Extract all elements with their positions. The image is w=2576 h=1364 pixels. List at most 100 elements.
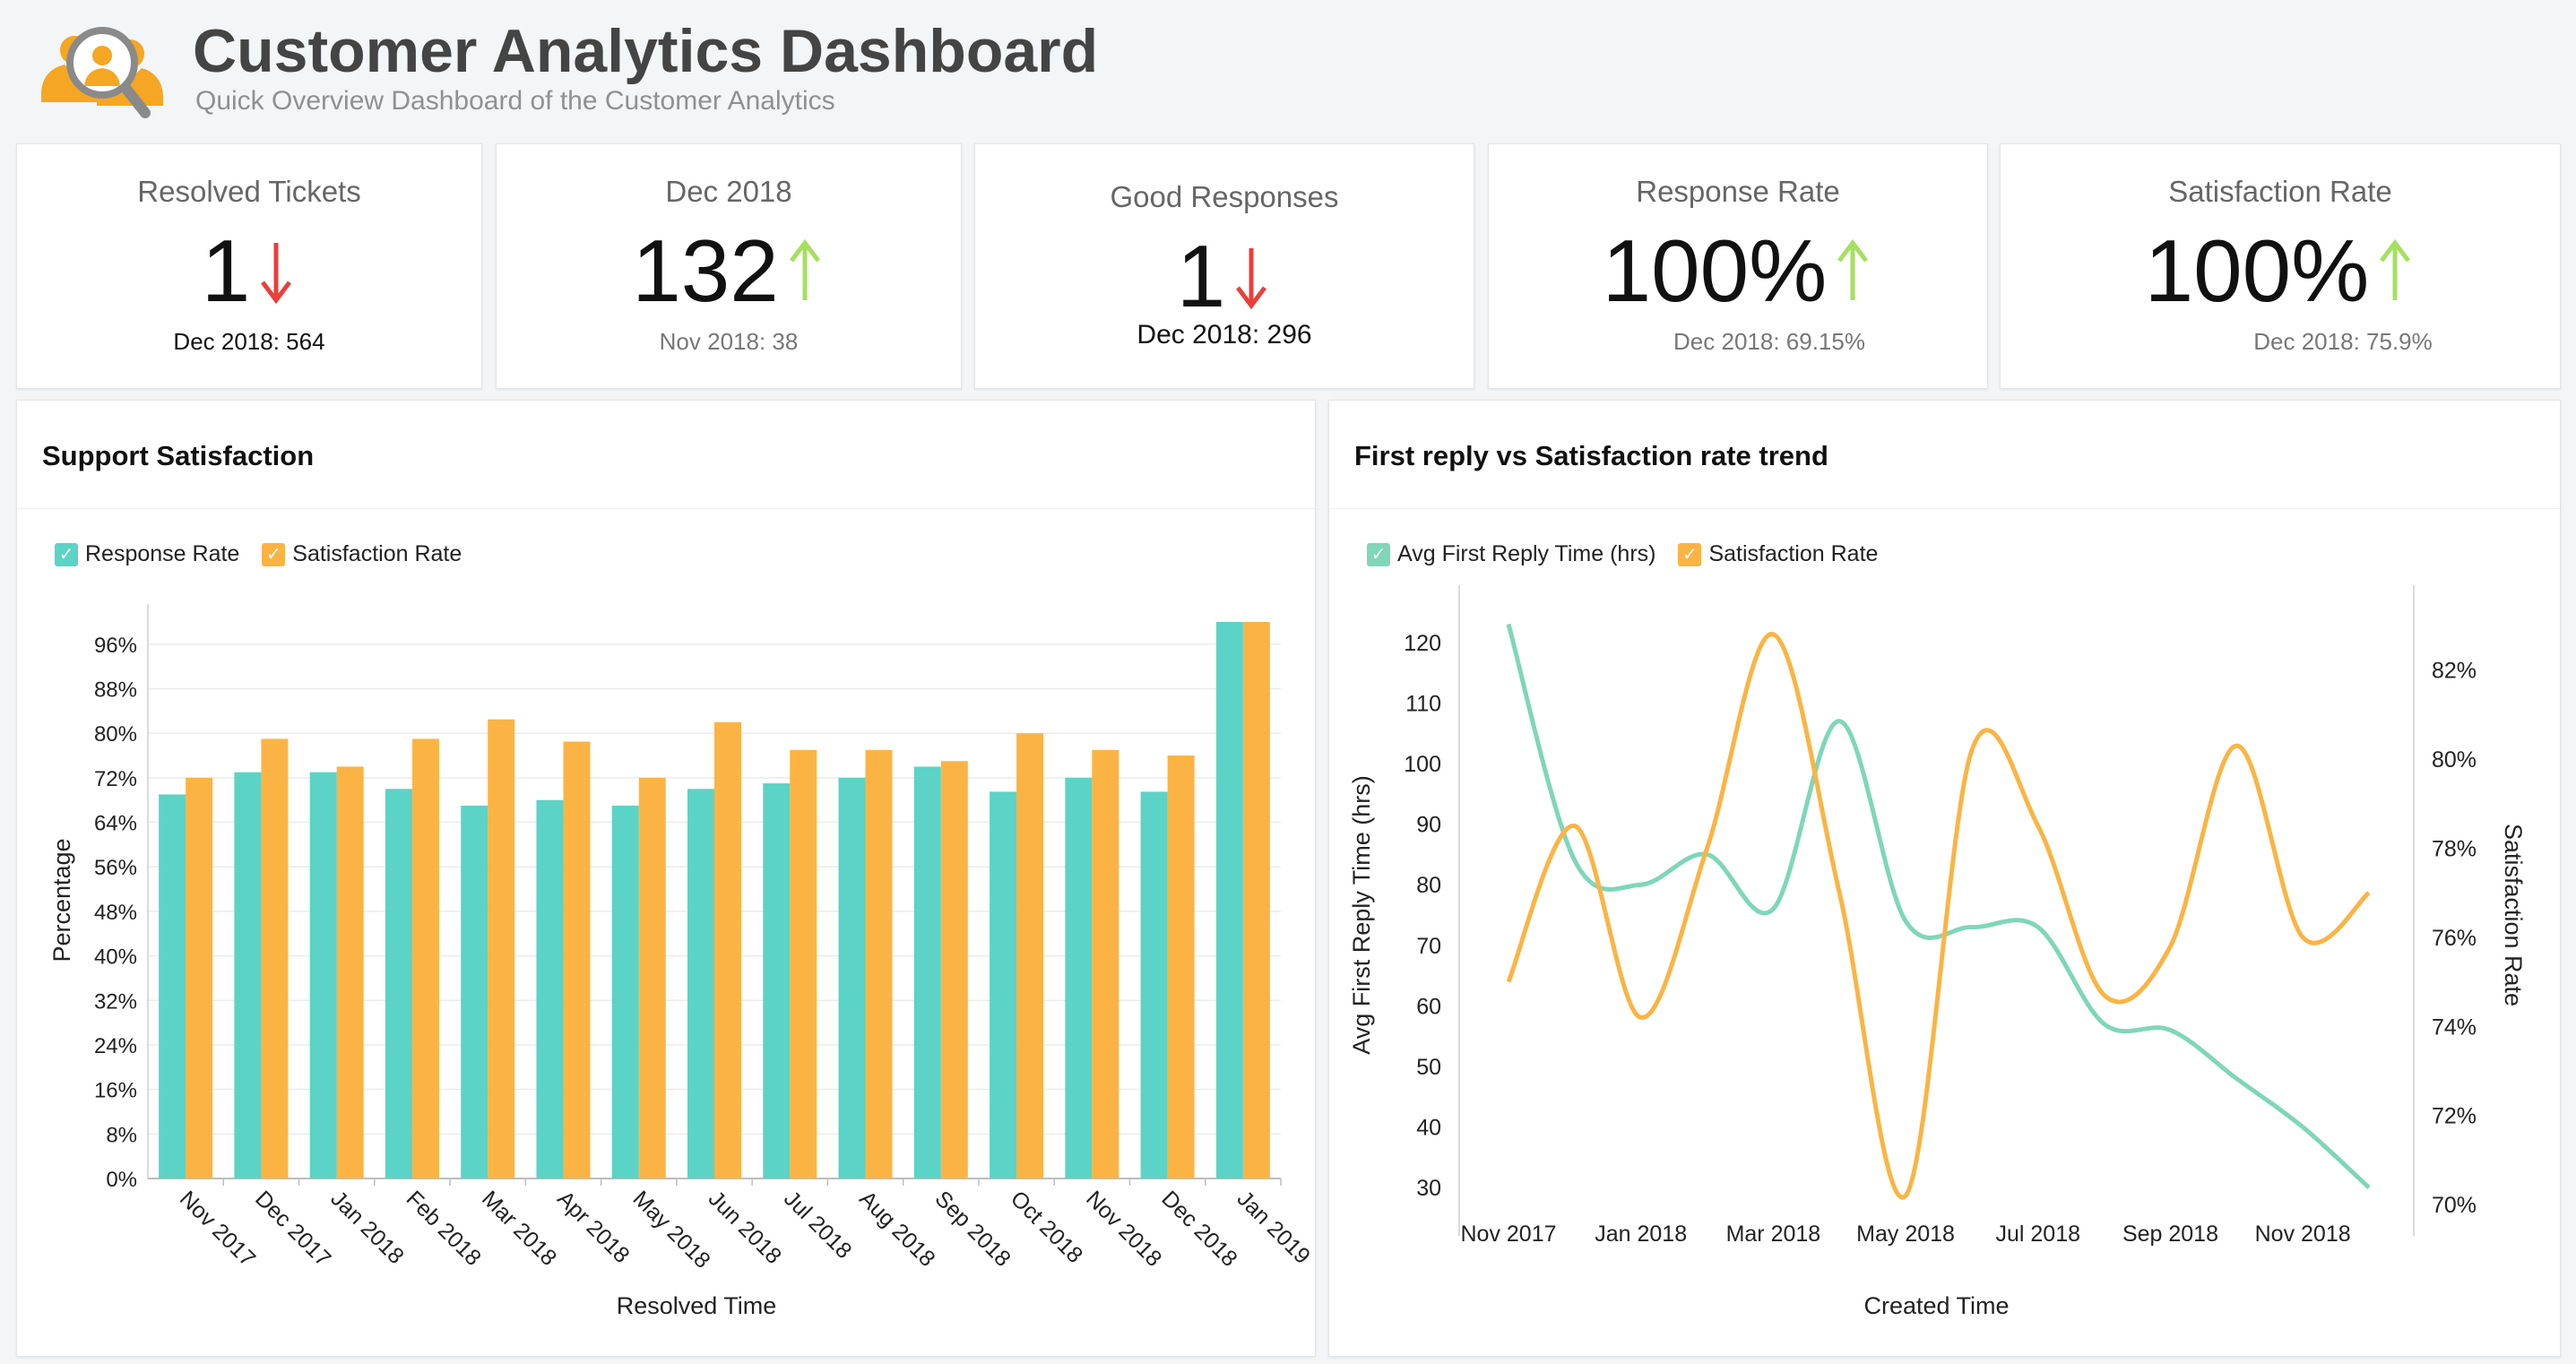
series-line-avg-first-reply-time	[1506, 623, 2371, 1190]
bar-response-rate	[1140, 791, 1168, 1178]
legend-item-avg-first-reply-time[interactable]: ✓ Avg First Reply Time (hrs)	[1367, 541, 1655, 567]
chart-legend: ✓ Response Rate ✓ Satisfaction Rate	[55, 540, 478, 576]
bar-satisfaction-rate	[790, 749, 817, 1178]
x-tick-label: Mar 2018	[1726, 1222, 1821, 1247]
customer-analytics-logo-icon	[41, 27, 163, 118]
bar-satisfaction-rate	[714, 721, 741, 1178]
y2-tick-label: 82%	[2432, 659, 2477, 684]
x-tick-label: Nov 2018	[2255, 1222, 2351, 1247]
first-reply-line-chart: 120 110 100 90 80 70 60 50 40 30 82% 80% 78% 76% 74% 72…	[1348, 585, 2527, 1319]
kpi-label: Satisfaction Rate	[2168, 175, 2392, 208]
x-tick-label: Dec 2018	[1156, 1186, 1241, 1271]
kpi-card-dec-2018[interactable]: Dec 2018 132 Nov 2018: 38	[496, 143, 962, 389]
y-tick-label: 64%	[94, 812, 137, 836]
checkbox-check-icon: ✓	[1678, 543, 1702, 567]
panel-title: Support Satisfaction	[42, 440, 315, 471]
legend-item-satisfaction-rate[interactable]: ✓ Satisfaction Rate	[1678, 541, 1878, 567]
kpi-card-response-rate[interactable]: Response Rate 100% Dec 2018: 69.15%	[1488, 143, 1988, 389]
bar-response-rate	[838, 777, 866, 1178]
kpi-label: Good Responses	[1110, 180, 1339, 213]
x-tick-label: Oct 2018	[1006, 1186, 1088, 1268]
support-satisfaction-bar-chart: 0% 8% 16% 24% 32% 40% 48% 56% 64% 72% 80% 88% 96% Nov…	[48, 604, 1315, 1319]
checkbox-check-icon: ✓	[1367, 543, 1390, 567]
bar-satisfaction-rate	[1092, 749, 1119, 1178]
bar-response-rate	[385, 789, 412, 1178]
bar-response-rate	[990, 791, 1017, 1178]
page-subtitle: Quick Overview Dashboard of the Customer…	[195, 86, 835, 116]
bar-satisfaction-rate	[865, 749, 893, 1178]
bar-satisfaction-rate	[336, 766, 364, 1178]
y-tick-label: 80	[1416, 873, 1441, 898]
checkbox-check-icon: ✓	[55, 543, 78, 567]
y-axis-title: Avg First Reply Time (hrs)	[1348, 775, 1375, 1055]
y-tick-label: 16%	[94, 1079, 137, 1103]
legend-item-response-rate[interactable]: ✓ Response Rate	[55, 541, 239, 567]
kpi-card-satisfaction-rate[interactable]: Satisfaction Rate 100% Dec 2018: 75.9%	[2000, 143, 2561, 389]
kpi-value: 100%	[2001, 222, 2560, 320]
x-tick-label: Jan 2018	[1595, 1222, 1687, 1247]
page-title: Customer Analytics Dashboard	[193, 17, 1099, 85]
panel-title: First reply vs Satisfaction rate trend	[1354, 440, 1828, 471]
x-tick-label: Jun 2018	[704, 1186, 787, 1269]
bar-response-rate	[763, 783, 791, 1178]
x-tick-label: Feb 2018	[402, 1186, 486, 1270]
kpi-value: 1	[975, 228, 1474, 325]
kpi-card-good-responses[interactable]: Good Responses 1 Dec 2018: 296	[974, 143, 1474, 389]
y-tick-label: 0%	[106, 1168, 137, 1192]
x-tick-label: May 2018	[627, 1186, 714, 1273]
y-tick-label: 60	[1416, 994, 1441, 1019]
x-tick-label: Nov 2018	[1081, 1186, 1166, 1271]
bar-response-rate	[461, 805, 488, 1178]
kpi-value: 1	[17, 222, 481, 320]
legend-item-satisfaction-rate[interactable]: ✓ Satisfaction Rate	[262, 541, 462, 567]
arrow-up-icon	[789, 238, 820, 300]
bar-satisfaction-rate	[563, 741, 591, 1178]
series-line-satisfaction-rate	[1506, 632, 2371, 1200]
kpi-compare: Nov 2018: 38	[659, 328, 799, 355]
y-tick-label: 96%	[94, 634, 137, 658]
bar-satisfaction-rate	[261, 738, 289, 1178]
y-tick-label: 100	[1404, 752, 1441, 777]
x-tick-label: Sep 2018	[930, 1186, 1016, 1271]
x-tick-label: Jul 2018	[779, 1186, 857, 1264]
y-tick-label: 40%	[94, 945, 137, 970]
kpi-compare: Dec 2018: 296	[1137, 320, 1312, 350]
arrow-down-icon	[1236, 248, 1267, 310]
bar-satisfaction-rate	[1016, 733, 1044, 1178]
y-tick-label: 90	[1416, 813, 1441, 838]
y-tick-label: 40	[1416, 1116, 1441, 1141]
y-tick-label: 24%	[94, 1034, 137, 1058]
kpi-label: Resolved Tickets	[137, 175, 361, 208]
legend-label: Response Rate	[85, 540, 240, 566]
bar-satisfaction-rate	[411, 738, 439, 1178]
x-tick-label: Dec 2017	[250, 1186, 335, 1271]
bar-satisfaction-rate	[1167, 755, 1195, 1178]
x-tick-label: Jan 2019	[1232, 1186, 1315, 1269]
support-satisfaction-panel: Support Satisfaction ✓ Response Rate ✓ Sat…	[16, 400, 1316, 1357]
bar-satisfaction-rate	[940, 761, 968, 1178]
first-reply-trend-panel: First reply vs Satisfaction rate trend ✓…	[1328, 400, 2561, 1357]
y-tick-label: 48%	[94, 901, 137, 925]
y2-axis-title: Satisfaction Rate	[2500, 824, 2527, 1006]
kpi-compare: Dec 2018: 75.9%	[2253, 328, 2433, 355]
checkbox-check-icon: ✓	[262, 543, 286, 567]
bar-satisfaction-rate	[488, 719, 515, 1178]
legend-label: Avg First Reply Time (hrs)	[1397, 540, 1656, 566]
y2-tick-label: 76%	[2432, 926, 2477, 951]
kpi-card-resolved-tickets[interactable]: Resolved Tickets 1 Dec 2018: 564	[16, 143, 482, 389]
y2-tick-label: 72%	[2432, 1104, 2477, 1129]
bar-response-rate	[234, 772, 262, 1178]
kpi-value: 132	[497, 222, 961, 320]
x-tick-label: Apr 2018	[552, 1186, 635, 1268]
bar-response-rate	[159, 794, 186, 1178]
y-tick-label: 88%	[94, 678, 137, 703]
kpi-compare: Dec 2018: 564	[173, 328, 325, 355]
kpi-compare: Dec 2018: 69.15%	[1673, 328, 1865, 355]
arrow-down-icon	[261, 243, 292, 305]
bar-satisfaction-rate	[186, 777, 213, 1178]
x-tick-label: May 2018	[1856, 1222, 1955, 1247]
y-tick-label: 56%	[94, 856, 137, 880]
x-tick-label: Nov 2017	[175, 1186, 260, 1271]
panel-divider	[1329, 508, 2560, 509]
bar-response-rate	[913, 766, 941, 1178]
